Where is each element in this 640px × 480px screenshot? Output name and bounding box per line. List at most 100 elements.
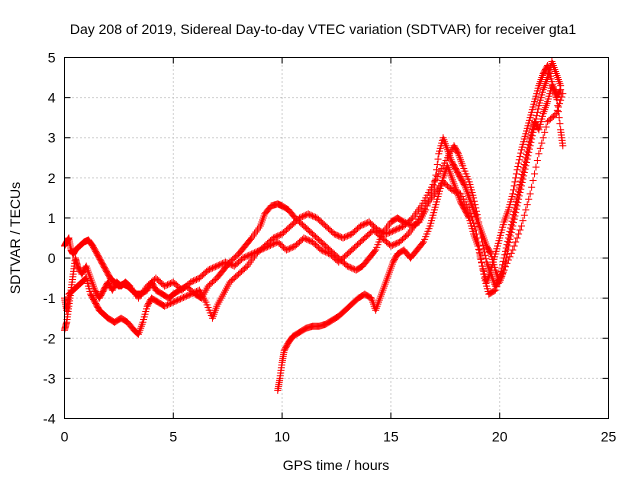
data-point-marker (335, 232, 343, 240)
data-point-marker (222, 258, 230, 266)
data-point-marker (249, 249, 257, 257)
data-point-marker (504, 237, 512, 245)
data-point-marker (269, 234, 277, 242)
data-point-marker (472, 204, 480, 212)
data-point-marker (509, 211, 517, 219)
data-point-marker (516, 152, 524, 160)
data-point-marker (390, 227, 398, 235)
data-point-marker (178, 294, 186, 302)
x-tick-label: 20 (492, 429, 508, 445)
data-point-marker (496, 276, 504, 284)
data-point-marker (266, 241, 274, 249)
data-point-marker (271, 233, 279, 241)
data-point-marker (246, 251, 254, 259)
data-point-marker (296, 214, 304, 222)
data-point-marker (342, 233, 350, 241)
data-point-marker (556, 120, 564, 128)
data-point-marker (517, 222, 525, 230)
data-point-marker (388, 241, 396, 249)
data-point-marker (506, 227, 514, 235)
data-point-marker (513, 234, 521, 242)
data-point-marker (541, 128, 549, 136)
x-tick-label: 25 (601, 429, 617, 445)
data-point-marker (184, 291, 192, 299)
data-point-marker (181, 293, 189, 301)
data-point-marker (475, 222, 483, 230)
data-point-marker (306, 237, 314, 245)
data-point-marker (297, 213, 305, 221)
data-point-marker (538, 139, 546, 147)
data-point-marker (171, 298, 179, 306)
data-point-marker (504, 256, 512, 264)
data-point-marker (472, 226, 480, 234)
data-point-marker (378, 228, 386, 236)
data-point-marker (385, 229, 393, 237)
data-point-marker (525, 137, 533, 145)
data-point-marker (516, 226, 524, 234)
data-point-marker (504, 234, 512, 242)
data-point-marker (515, 230, 523, 238)
data-point-marker (304, 236, 312, 244)
data-point-marker (519, 167, 527, 175)
data-point-marker (163, 301, 171, 309)
data-point-marker (490, 287, 498, 295)
data-point-marker (534, 105, 542, 113)
y-tick-label: 4 (48, 90, 56, 106)
data-point-marker (512, 197, 520, 205)
data-point-marker (522, 154, 530, 162)
data-point-marker (559, 142, 567, 150)
series-track-D (274, 62, 565, 394)
data-point-marker (284, 245, 292, 253)
data-point-marker (165, 280, 173, 288)
data-point-marker (240, 253, 248, 261)
data-point-marker (248, 250, 256, 258)
data-point-marker (470, 197, 478, 205)
data-point-marker (175, 296, 183, 304)
data-point-marker (193, 287, 201, 295)
data-point-marker (161, 302, 169, 310)
data-point-marker (499, 269, 507, 277)
data-point-marker (179, 293, 187, 301)
data-point-marker (539, 134, 547, 142)
data-point-marker (525, 195, 533, 203)
data-point-marker (518, 170, 526, 178)
data-point-marker (520, 160, 528, 168)
x-axis-label: GPS time / hours (283, 457, 390, 473)
data-point-marker (213, 262, 221, 270)
data-point-marker (482, 255, 490, 263)
x-tick-label: 5 (169, 429, 177, 445)
data-point-marker (226, 260, 234, 268)
data-point-marker (272, 239, 280, 247)
y-tick-label: 5 (48, 50, 56, 66)
data-point-marker (502, 244, 510, 252)
data-point-marker (532, 163, 540, 171)
data-point-marker (509, 246, 517, 254)
data-point-marker (207, 265, 215, 273)
data-point-marker (300, 212, 308, 220)
data-point-marker (190, 277, 198, 285)
data-point-marker (301, 235, 309, 243)
data-point-marker (507, 224, 515, 232)
data-point-marker (208, 264, 216, 272)
data-point-marker (169, 298, 177, 306)
data-point-marker (536, 144, 544, 152)
data-point-marker (343, 232, 351, 240)
data-point-marker (162, 302, 170, 310)
data-point-marker (191, 276, 199, 284)
data-point-marker (434, 155, 442, 163)
data-point-marker (323, 249, 331, 257)
data-point-marker (471, 201, 479, 209)
data-point-marker (533, 156, 541, 164)
data-point-marker (252, 248, 260, 256)
data-point-marker (282, 246, 290, 254)
data-point-marker (493, 283, 501, 291)
data-point-marker (256, 246, 264, 254)
data-point-marker (285, 245, 293, 253)
data-point-marker (245, 251, 253, 259)
data-point-marker (229, 261, 237, 269)
data-point-marker (472, 207, 480, 215)
data-point-marker (512, 170, 520, 178)
data-point-marker (512, 174, 520, 182)
data-point-marker (558, 93, 566, 101)
data-point-marker (310, 213, 318, 221)
